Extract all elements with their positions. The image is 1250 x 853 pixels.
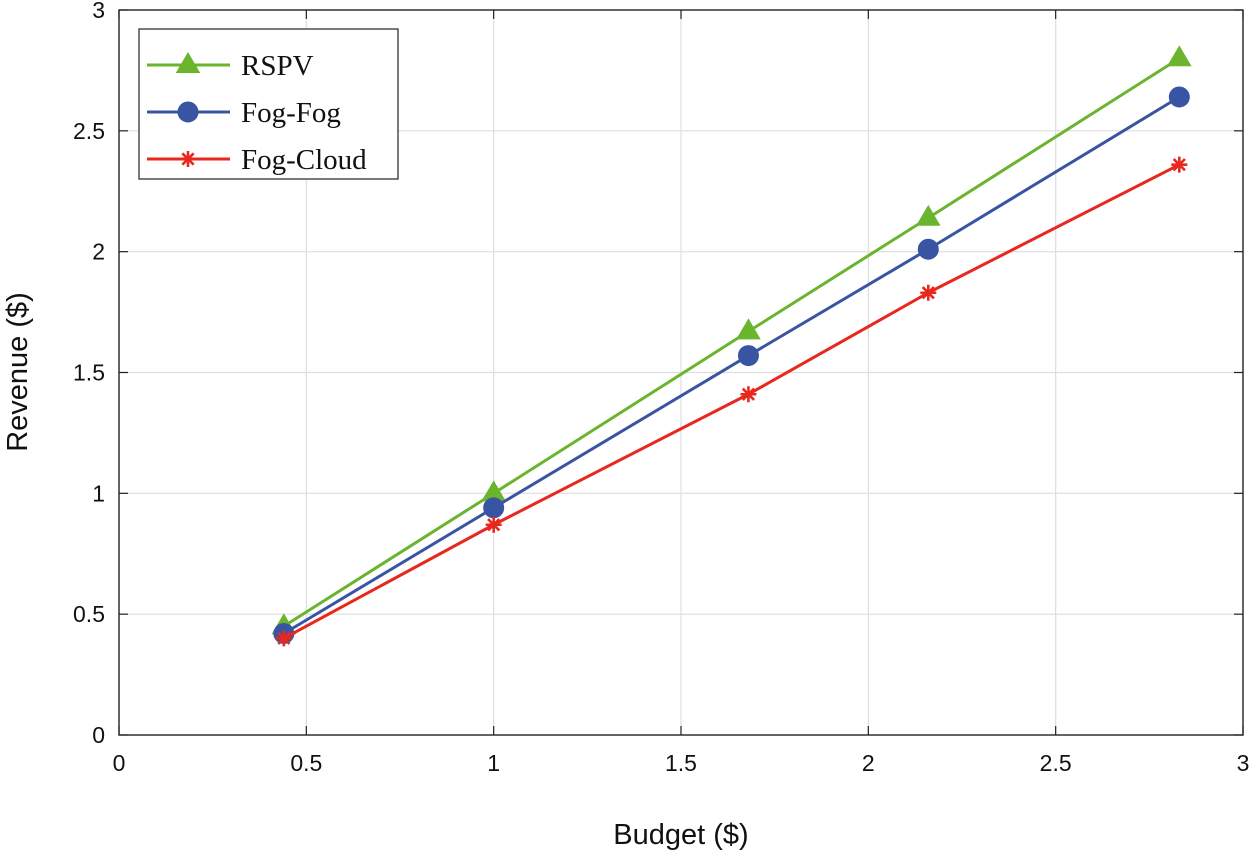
asterisk-stroke: [1172, 158, 1186, 172]
series-fog-fog: [273, 86, 1190, 644]
x-tick-label: 2.5: [1040, 750, 1072, 776]
asterisk-stroke: [487, 518, 501, 532]
legend-label: RSPV: [241, 50, 314, 82]
asterisk-stroke: [277, 631, 291, 645]
x-tick-label: 2: [862, 750, 875, 776]
data-point: [736, 318, 761, 340]
legend-label: Fog-Fog: [241, 97, 341, 129]
legend-entry: Fog-Cloud: [147, 144, 367, 176]
asterisk-stroke: [181, 152, 195, 166]
data-point: [275, 630, 292, 647]
y-tick-label: 2.5: [73, 118, 105, 144]
series-fog-cloud: [275, 156, 1188, 647]
x-tick-label: 0.5: [290, 750, 322, 776]
legend-marker: [180, 151, 196, 167]
y-tick-label: 3: [92, 0, 105, 23]
legend-entry: RSPV: [147, 50, 314, 82]
series-rspv: [271, 45, 1192, 635]
series-line: [283, 163, 1180, 640]
data-point: [1167, 45, 1192, 67]
y-tick-label: 2: [92, 239, 105, 265]
data-point: [483, 497, 505, 519]
legend-entry: Fog-Fog: [147, 97, 341, 129]
y-tick-label: 1: [92, 480, 105, 506]
data-point: [917, 238, 939, 260]
y-tick-label: 0.5: [73, 601, 105, 627]
data-point: [916, 204, 941, 226]
legend: RSPV Fog-Fog Fog-Cloud: [138, 28, 399, 180]
series-line: [283, 57, 1181, 628]
y-axis-label: Revenue ($): [2, 292, 34, 452]
legend-label: Fog-Cloud: [241, 144, 367, 176]
asterisk-stroke: [741, 387, 756, 401]
asterisk-stroke: [921, 286, 935, 300]
data-point: [1171, 156, 1188, 173]
legend-marker: [177, 101, 199, 123]
data-point: [920, 284, 937, 301]
x-tick-label: 3: [1237, 750, 1250, 776]
legend-items: RSPV Fog-Fog Fog-Cloud: [147, 50, 367, 176]
x-tick-label: 1.5: [665, 750, 697, 776]
series-line: [283, 95, 1181, 635]
data-point: [1168, 86, 1190, 108]
series-layer: [271, 45, 1192, 647]
x-tick-label: 1: [487, 750, 500, 776]
data-point: [740, 386, 757, 403]
legend-marker: [175, 52, 201, 73]
data-point: [485, 516, 502, 533]
grid: [119, 10, 1243, 735]
axis-ticks: 0 0.5 1 1.5 2 2.5 3 0 0.5 1 1.5 2 2.5 3: [73, 0, 1249, 776]
data-point: [737, 345, 759, 367]
x-tick-label: 0: [113, 750, 126, 776]
y-tick-label: 1.5: [73, 360, 105, 386]
y-tick-label: 0: [92, 722, 105, 748]
x-axis-label: Budget ($): [613, 819, 748, 851]
